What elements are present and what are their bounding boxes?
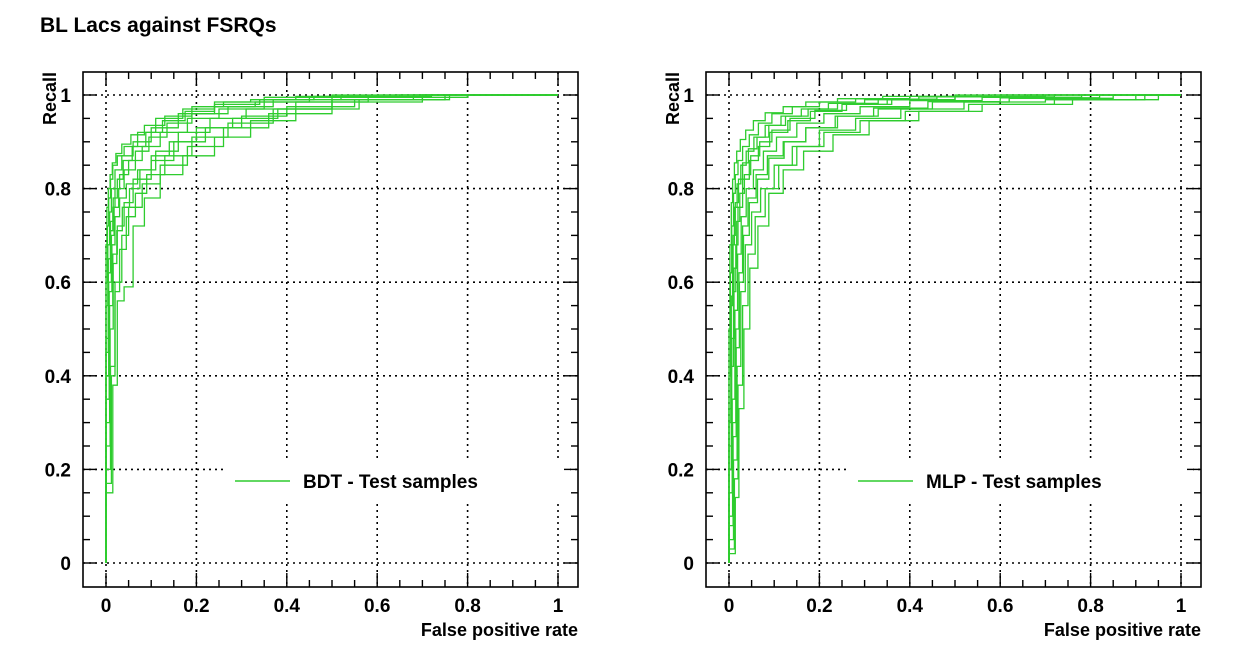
y-tick-label: 0.6 (45, 273, 71, 294)
y-tick-label: 1 (60, 86, 71, 107)
y-tick-label: 0.8 (45, 180, 71, 201)
roc-curve-10 (728, 94, 1181, 563)
plot-area (706, 72, 1201, 587)
plot-area (83, 72, 578, 587)
x-tick-label: 0.8 (1077, 596, 1103, 617)
x-tick-label: 0.8 (454, 596, 480, 617)
y-tick-label: 0.8 (668, 180, 694, 201)
x-tick-label: 0.4 (897, 596, 924, 617)
y-tick-label: 0.6 (668, 273, 694, 294)
page-title: BL Lacs against FSRQs (40, 14, 277, 37)
x-tick-label: 1 (1176, 596, 1187, 617)
roc-curve-7 (728, 94, 1181, 563)
roc-curve-9 (728, 94, 1181, 563)
roc-curve-11 (105, 94, 558, 563)
roc-curve-8 (105, 94, 558, 563)
y-tick-label: 0 (60, 554, 71, 575)
y-tick-label: 0 (683, 554, 694, 575)
x-tick-label: 0 (101, 596, 112, 617)
x-axis-title: False positive rate (421, 620, 578, 640)
legend-label: BDT - Test samples (303, 472, 478, 493)
chart-mlp: MLP - Test samples 0 0.2 0.4 0.6 0.8 1 0 0.2 0.4 0… (663, 71, 1202, 640)
y-tick-label: 1 (683, 86, 694, 107)
x-tick-label: 0.6 (987, 596, 1013, 617)
x-tick-label: 0.6 (364, 596, 390, 617)
roc-curve-9 (105, 94, 558, 563)
y-tick-label: 0.4 (45, 367, 72, 388)
chart-bdt: BDT - Test samples 0 0.2 0.4 0.6 0.8 1 0 0.2 0.4 0… (40, 71, 579, 640)
y-tick-label: 0.4 (668, 367, 695, 388)
roc-curve-10 (105, 94, 558, 563)
roc-curve-8 (728, 94, 1181, 563)
y-tick-label: 0.2 (45, 460, 71, 481)
y-axis-title: Recall (40, 72, 60, 125)
roc-curve-5 (728, 94, 1181, 563)
x-axis-title: False positive rate (1044, 620, 1201, 640)
x-tick-label: 1 (553, 596, 564, 617)
x-tick-label: 0.4 (274, 596, 301, 617)
roc-curve-2 (105, 94, 558, 563)
y-axis-title: Recall (663, 72, 683, 125)
legend-label: MLP - Test samples (926, 472, 1102, 493)
y-tick-label: 0.2 (668, 460, 694, 481)
x-tick-label: 0 (724, 596, 735, 617)
x-tick-label: 0.2 (806, 596, 832, 617)
roc-curve-11 (728, 94, 1181, 563)
x-tick-label: 0.2 (183, 596, 209, 617)
